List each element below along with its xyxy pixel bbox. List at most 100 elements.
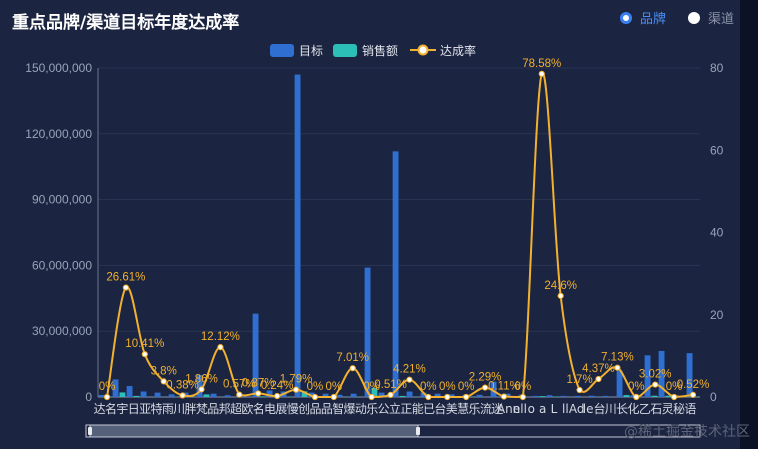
rate-point [670, 393, 678, 401]
rate-point [368, 393, 375, 401]
bar-target [140, 391, 147, 397]
rate-data-label: 24.6% [544, 280, 577, 292]
x-tick-label: 美 [446, 402, 458, 416]
bar-target [392, 151, 399, 397]
rate-point [406, 376, 413, 383]
bar-target [588, 395, 595, 397]
rate-data-label: 0.11% [488, 381, 520, 393]
x-tick-label: Ad [569, 402, 585, 416]
x-tick-label: 智 [332, 401, 344, 416]
x-tick-label: 慢 [287, 402, 299, 416]
rate-point [330, 393, 337, 401]
x-tick-label: L [551, 402, 558, 416]
x-tick-label: 名 [105, 401, 117, 416]
x-tick-label: 欧 [241, 402, 253, 416]
rate-data-label: 0.87% [242, 377, 275, 389]
rate-data-label: 2.29% [469, 372, 502, 384]
rate-data-label: 78.58% [522, 58, 561, 70]
bar-sales [539, 396, 546, 397]
rate-point [595, 375, 602, 383]
bar-target [476, 394, 483, 397]
x-tick-label: 化 [628, 402, 640, 416]
bar-target [336, 394, 343, 397]
radio-channel[interactable]: 渠道 [687, 8, 734, 27]
rate-point [103, 393, 111, 401]
y-left-tick-label: 150,000,000 [25, 61, 92, 75]
x-tick-label: 迷 [491, 402, 503, 416]
bar-target [98, 395, 105, 397]
rate-point [652, 381, 659, 388]
x-tick-label: 日 [128, 402, 140, 416]
rate-point [689, 391, 697, 398]
rate-point [538, 70, 545, 77]
rate-data-label: 10.41% [125, 338, 164, 350]
bar-target [448, 394, 455, 397]
x-tick-label: 动 [355, 402, 367, 416]
bar-target [658, 350, 665, 397]
y-left-tick-label: 90,000,000 [32, 193, 92, 207]
data-zoom-handle[interactable] [88, 427, 92, 435]
bar-target [224, 395, 231, 397]
x-tick-label: 灵 [662, 402, 674, 416]
bar-sales [133, 395, 140, 397]
x-tick-label: 品 [321, 402, 333, 416]
legend-swatch-rate-marker [417, 44, 429, 56]
rate-point [274, 392, 281, 400]
bar-target [616, 370, 623, 397]
rate-point [425, 393, 432, 401]
combo-chart: 0 30,000,000 60,000,000 90,000,000 120,000,0… [25, 43, 724, 438]
x-tick-label: a [539, 402, 546, 416]
bar-target [490, 381, 497, 397]
x-tick-label: 电 [264, 402, 276, 416]
x-tick-label: 流 [480, 402, 492, 416]
rate-point [236, 391, 243, 398]
rate-point [349, 365, 356, 372]
rate-data-label: 0.38% [166, 379, 199, 391]
y-right-tick-label: 40 [710, 226, 724, 240]
x-tick-label: 超 [230, 401, 242, 416]
x-tick-label: 台 [593, 401, 605, 416]
radio-brand[interactable]: 品牌 [619, 8, 666, 27]
x-tick-label: 品 [309, 402, 321, 416]
rate-data-label: 1.7% [566, 374, 592, 386]
bar-target [378, 392, 385, 397]
y-right-tick-label: 80 [710, 61, 724, 75]
bar-target [168, 394, 175, 397]
rate-point [481, 384, 489, 391]
rate-data-label: 0% [420, 381, 437, 393]
data-zoom-handle[interactable] [416, 427, 420, 435]
x-tick-label: 能 [412, 402, 424, 416]
legend-swatch-sales [333, 44, 357, 57]
bar-target [434, 393, 441, 397]
rate-data-label: 7.01% [336, 352, 369, 364]
y-right-tick-label: 20 [710, 308, 724, 322]
x-tick-label: 乐 [366, 402, 378, 416]
rate-line [106, 71, 694, 399]
rate-point [519, 393, 526, 401]
x-tick-label: 川 [173, 402, 185, 416]
data-zoom-window[interactable] [89, 424, 419, 438]
bar-target [560, 395, 567, 397]
bar-target [350, 393, 357, 397]
x-tick-label: 宇 [116, 402, 128, 416]
radio-channel-label: 渠道 [707, 12, 734, 27]
bar-target [644, 355, 651, 397]
rate-data-label: 1.79% [280, 374, 313, 386]
rate-data-label: 0.51% [374, 379, 407, 391]
bar-sales [301, 391, 308, 397]
rate-data-label: 0.52% [677, 379, 710, 391]
bar-target [574, 395, 581, 397]
bar-target [406, 391, 413, 397]
legend-label-target: 目标 [299, 44, 323, 58]
x-tick-label: 品 [207, 402, 219, 416]
x-tick-label: 正 [400, 402, 412, 416]
x-tick-label: 已 [423, 402, 435, 416]
x-tick-label: 公 [378, 402, 390, 416]
x-tick-label: 胖 [185, 402, 197, 416]
rate-data-label: 7.13% [601, 352, 634, 364]
rate-point [160, 378, 167, 385]
rate-data-label: 0% [363, 381, 380, 393]
rate-point [444, 393, 451, 401]
view-switch: 品牌 渠道 [619, 8, 734, 27]
x-tick-label: 乙 [639, 402, 651, 416]
